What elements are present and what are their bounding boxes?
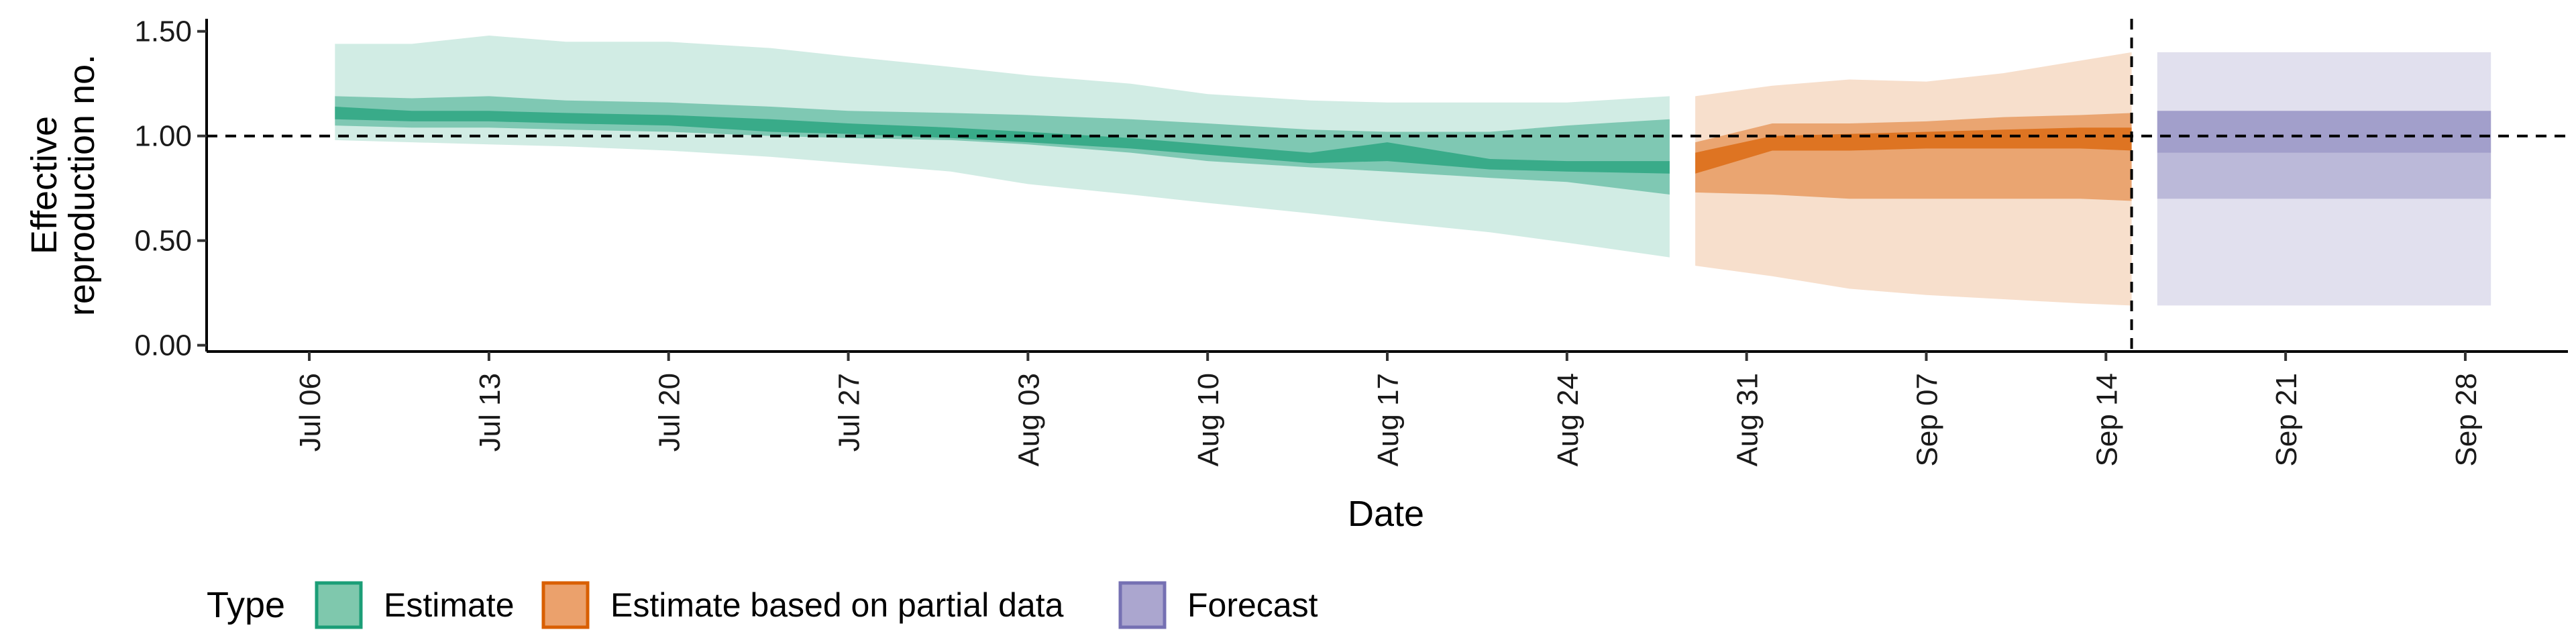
- x-tick-label: Jul 27: [833, 373, 866, 451]
- legend-label-estimate: Estimate: [384, 586, 515, 624]
- x-tick-label: Jul 20: [653, 373, 686, 451]
- band-forecast-50: [2157, 111, 2491, 199]
- x-tick-label: Sep 28: [2450, 373, 2483, 466]
- x-tick-label: Sep 14: [2090, 373, 2123, 466]
- x-tick-label: Sep 07: [1911, 373, 1944, 466]
- y-tick-label: 0.00: [134, 329, 192, 362]
- band-layer: [335, 36, 2491, 306]
- band-estimate-based-on-partial-data-90: [1695, 52, 2132, 306]
- x-tick-label: Aug 17: [1372, 373, 1405, 466]
- x-tick-label: Jul 13: [474, 373, 506, 451]
- y-axis-title-line2: reproduction no.: [62, 54, 102, 316]
- y-tick-label: 0.50: [134, 225, 192, 258]
- axes-layer: 0.00 0.50 1.00 1.50 Jul 06 Jul 13 Jul 20 Jul 27…: [24, 15, 2568, 534]
- x-tick-label: Jul 06: [294, 373, 327, 451]
- y-tick-label: 1.00: [134, 120, 192, 153]
- y-axis-title-line1: Effective: [24, 116, 64, 254]
- x-tick-label: Aug 24: [1552, 373, 1585, 466]
- x-tick-label: Aug 31: [1731, 373, 1764, 466]
- x-tick-label: Sep 21: [2270, 373, 2303, 466]
- y-tick-label: 1.50: [134, 15, 192, 48]
- band-estimate-based-on-partial-data-20: [1695, 127, 2132, 174]
- legend-label-estimate-based-on-partial-data: Estimate based on partial data: [610, 586, 1064, 624]
- band-forecast-90: [2157, 52, 2491, 306]
- band-forecast-20: [2157, 111, 2491, 153]
- band-estimate-90: [335, 36, 1670, 258]
- legend-label-forecast: Forecast: [1187, 586, 1318, 624]
- legend-title: Type: [207, 585, 285, 625]
- x-axis-title: Date: [1348, 494, 1424, 534]
- x-tick-label: Aug 03: [1012, 373, 1045, 466]
- legend: Type Estimate Estimate based on partial da…: [207, 581, 1318, 629]
- legend-key-estimate-based-on-partial-data: [541, 581, 590, 629]
- legend-key-forecast: [1118, 581, 1167, 629]
- band-estimate-20: [335, 107, 1670, 174]
- legend-key-estimate: [315, 581, 363, 629]
- x-tick-label: Aug 10: [1192, 373, 1225, 466]
